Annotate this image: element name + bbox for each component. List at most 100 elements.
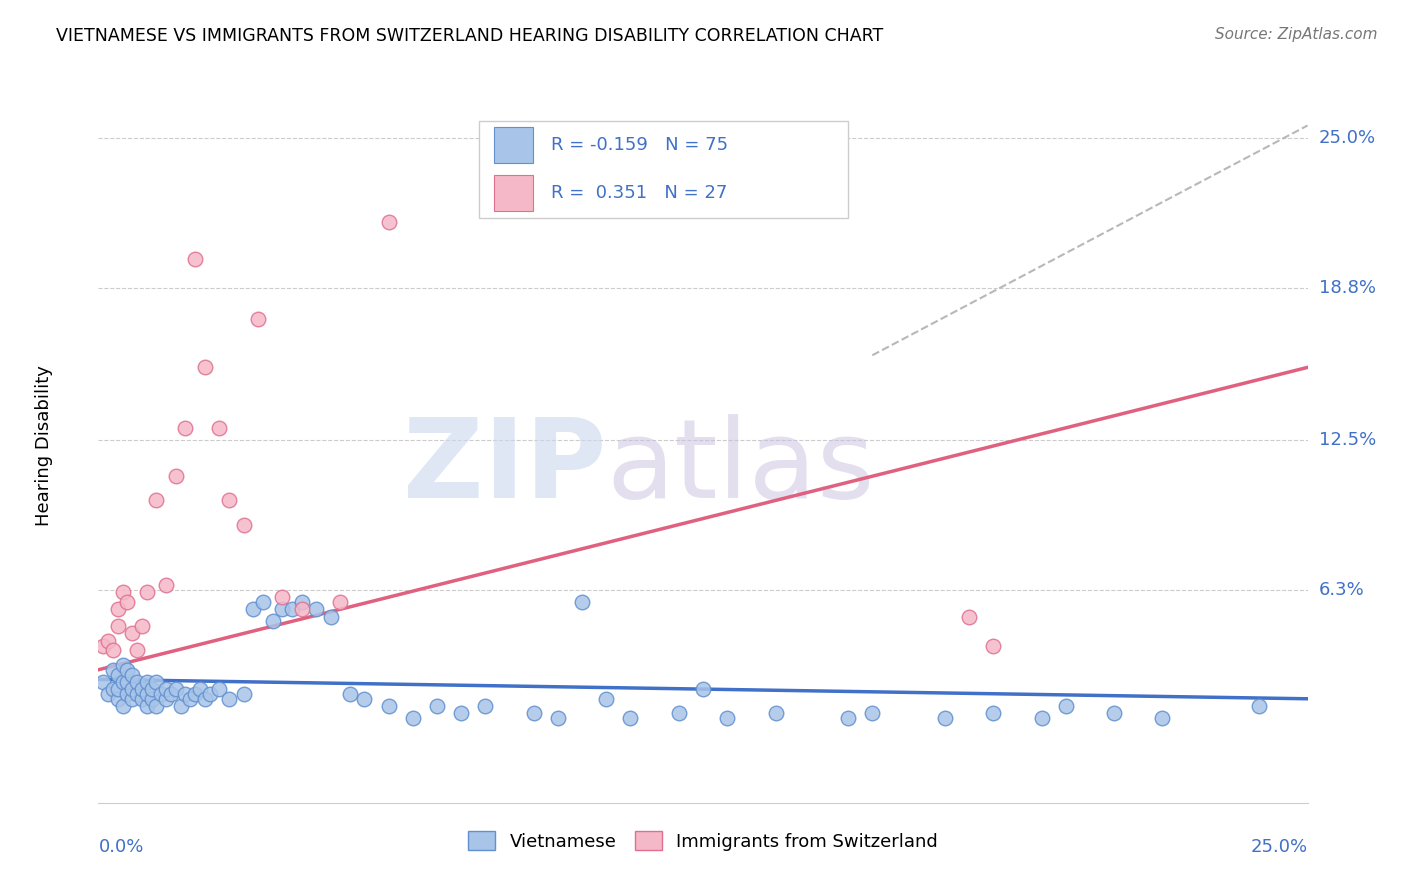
Point: [101, 682, 124, 697]
Point: [107, 667, 129, 681]
Text: 6.3%: 6.3%: [1319, 581, 1364, 599]
Point: [165, 682, 187, 697]
Point: [101, 663, 124, 677]
Point: [247, 312, 270, 326]
Text: 25.0%: 25.0%: [1250, 838, 1308, 856]
Point: [97, 687, 120, 701]
Point: [523, 706, 546, 721]
Point: [232, 687, 254, 701]
Point: [131, 619, 153, 633]
Point: [242, 602, 264, 616]
Point: [155, 682, 177, 697]
Point: [179, 691, 201, 706]
Point: [131, 691, 153, 706]
Point: [107, 619, 129, 633]
Point: [208, 682, 231, 697]
Point: [281, 602, 304, 616]
Point: [981, 706, 1004, 721]
Text: 18.8%: 18.8%: [1319, 278, 1375, 296]
Point: [474, 699, 496, 714]
Point: [194, 360, 217, 375]
Point: [165, 469, 187, 483]
Point: [1249, 699, 1271, 714]
Point: [619, 711, 641, 725]
Text: Hearing Disability: Hearing Disability: [35, 366, 53, 526]
Point: [111, 699, 134, 714]
Point: [319, 609, 342, 624]
Point: [595, 691, 617, 706]
Point: [150, 687, 173, 701]
Point: [184, 687, 207, 701]
Point: [160, 687, 183, 701]
Point: [208, 421, 231, 435]
Point: [547, 711, 569, 725]
Point: [117, 595, 139, 609]
Point: [329, 595, 352, 609]
Point: [91, 674, 114, 689]
Point: [145, 493, 167, 508]
Point: [692, 682, 714, 697]
Point: [127, 643, 149, 657]
Point: [262, 615, 284, 629]
Point: [107, 682, 129, 697]
Point: [232, 517, 254, 532]
Point: [141, 691, 163, 706]
Point: [426, 699, 449, 714]
Point: [377, 215, 399, 229]
Text: VIETNAMESE VS IMMIGRANTS FROM SWITZERLAND HEARING DISABILITY CORRELATION CHART: VIETNAMESE VS IMMIGRANTS FROM SWITZERLAN…: [56, 27, 883, 45]
Point: [402, 711, 425, 725]
Point: [290, 602, 312, 616]
Point: [127, 674, 149, 689]
Text: Source: ZipAtlas.com: Source: ZipAtlas.com: [1215, 27, 1378, 42]
Point: [155, 578, 177, 592]
Point: [668, 706, 690, 721]
Point: [117, 674, 139, 689]
Point: [305, 602, 328, 616]
Point: [198, 687, 221, 701]
Point: [135, 674, 157, 689]
Point: [97, 633, 120, 648]
Point: [218, 691, 240, 706]
FancyBboxPatch shape: [479, 121, 848, 218]
Point: [218, 493, 240, 508]
Point: [121, 667, 143, 681]
Point: [860, 706, 883, 721]
Point: [121, 691, 143, 706]
Point: [765, 706, 787, 721]
Point: [353, 691, 375, 706]
Point: [1152, 711, 1174, 725]
Point: [135, 585, 157, 599]
Point: [194, 691, 217, 706]
Text: 0.0%: 0.0%: [98, 838, 143, 856]
Point: [1054, 699, 1077, 714]
Point: [450, 706, 472, 721]
Point: [107, 602, 129, 616]
Text: 12.5%: 12.5%: [1319, 431, 1376, 449]
Point: [174, 687, 197, 701]
Text: atlas: atlas: [606, 414, 875, 521]
Point: [174, 421, 197, 435]
Point: [981, 639, 1004, 653]
Point: [1102, 706, 1125, 721]
Point: [188, 682, 211, 697]
FancyBboxPatch shape: [494, 127, 533, 162]
Point: [121, 682, 143, 697]
Point: [117, 663, 139, 677]
Point: [957, 609, 980, 624]
Point: [135, 699, 157, 714]
Point: [111, 657, 134, 672]
Point: [271, 590, 294, 604]
Point: [716, 711, 738, 725]
Point: [107, 691, 129, 706]
FancyBboxPatch shape: [494, 175, 533, 211]
Point: [141, 682, 163, 697]
Point: [571, 595, 593, 609]
Text: ZIP: ZIP: [404, 414, 606, 521]
Text: 25.0%: 25.0%: [1319, 128, 1376, 146]
Point: [377, 699, 399, 714]
Point: [271, 602, 294, 616]
Point: [127, 687, 149, 701]
Point: [135, 687, 157, 701]
Text: R = -0.159   N = 75: R = -0.159 N = 75: [551, 136, 728, 153]
Point: [184, 252, 207, 266]
